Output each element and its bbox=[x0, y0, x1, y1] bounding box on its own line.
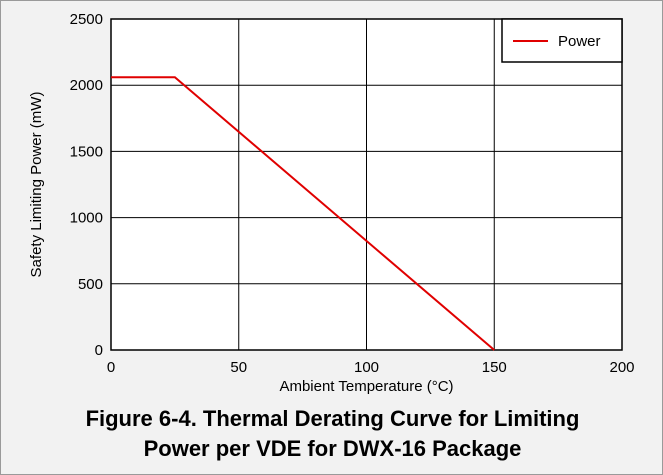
y-tick-label: 1500 bbox=[70, 143, 103, 160]
figure-caption: Figure 6-4. Thermal Derating Curve for L… bbox=[1, 404, 663, 464]
series-line-power bbox=[111, 76, 495, 351]
plot-border bbox=[110, 18, 623, 351]
y-tick-label: 1000 bbox=[70, 210, 103, 227]
legend-label-power: Power bbox=[558, 33, 601, 50]
x-tick-label: 50 bbox=[230, 359, 247, 376]
y-tick-label: 2500 bbox=[70, 11, 103, 28]
x-tick-label: 150 bbox=[482, 359, 507, 376]
caption-line-1: Figure 6-4. Thermal Derating Curve for L… bbox=[85, 406, 580, 431]
x-tick-label: 200 bbox=[609, 359, 634, 376]
y-tick-label: 500 bbox=[78, 276, 103, 293]
caption-line-2: Power per VDE for DWX-16 Package bbox=[143, 436, 522, 461]
x-tick-label: 0 bbox=[107, 359, 115, 376]
grid-lines bbox=[111, 19, 622, 350]
x-tick-label: 100 bbox=[354, 359, 379, 376]
legend: Power bbox=[501, 18, 623, 63]
x-axis-title: Ambient Temperature (°C) bbox=[279, 378, 453, 395]
y-axis-title: Safety Limiting Power (mW) bbox=[28, 92, 45, 278]
y-tick-label: 0 bbox=[95, 342, 103, 359]
series-layer bbox=[111, 76, 495, 351]
y-tick-label: 2000 bbox=[70, 77, 103, 94]
